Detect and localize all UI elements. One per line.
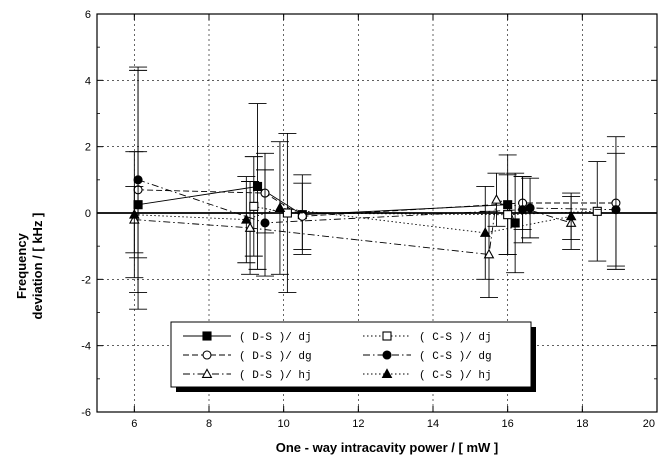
data-point-circle-filled: [525, 203, 535, 213]
series-3: [125, 172, 581, 299]
data-point-circle-open: [297, 211, 307, 221]
data-point-triangle-filled: [479, 227, 491, 237]
series-2: [129, 69, 625, 310]
legend-item: ( D-S )/ hj: [183, 368, 312, 382]
data-point-square-filled: [510, 218, 520, 228]
legend-item: ( C-S )/ dj: [363, 331, 492, 344]
data-point-circle-filled: [133, 175, 143, 185]
series-1: [129, 103, 525, 274]
x-tick-label: 8: [206, 418, 212, 430]
series-line: [138, 189, 616, 217]
data-point-triangle-open: [244, 222, 256, 232]
y-tick-label: 4: [85, 75, 91, 87]
data-point-square-open: [592, 206, 602, 216]
legend-label: ( C-S )/ dj: [419, 332, 492, 344]
y-axis-title-line-2: deviation / [ kHz ]: [30, 213, 45, 320]
legend-label: ( D-S )/ hj: [239, 370, 312, 382]
legend-label: ( D-S )/ dj: [239, 332, 312, 344]
data-point-legend: [202, 331, 212, 341]
y-tick-label: -6: [81, 407, 91, 419]
data-point-legend: [381, 368, 393, 378]
data-point-triangle-filled: [129, 208, 140, 219]
x-tick-label: 14: [427, 418, 439, 430]
data-point-legend: [382, 350, 392, 360]
data-point-triangle-filled: [274, 202, 286, 212]
x-axis-title: One - way intracavity power / [ mW ]: [276, 440, 499, 455]
data-point-circle-filled: [611, 205, 621, 215]
data-point-circle-filled: [518, 205, 528, 215]
x-tick-label: 20: [643, 418, 655, 430]
series-line: [137, 179, 616, 224]
data-point-legend: [382, 331, 392, 341]
x-tick-label: 12: [352, 418, 364, 430]
tick-marks: [97, 13, 658, 413]
legend: ( D-S )/ dj ( D-S )/ dg ( D-S )/ hj ( C-S )…: [170, 321, 536, 392]
data-point-square-open: [282, 208, 292, 218]
data-point-legend: [202, 350, 212, 360]
data-point-triangle-filled: [565, 210, 577, 221]
y-axis-title-line-1: Frequency: [14, 232, 29, 299]
x-tick-label: 6: [131, 418, 137, 430]
legend-label: ( C-S )/ dg: [419, 351, 492, 363]
y-tick-label: 0: [85, 208, 91, 220]
data-point-square-open: [249, 201, 259, 211]
y-tick-label: -4: [81, 341, 91, 353]
x-tick-label: 10: [278, 418, 290, 430]
y-tick-label: -2: [81, 274, 91, 286]
data-point-triangle-open: [483, 248, 495, 259]
data-point-legend: [201, 368, 213, 378]
legend-item: ( D-S )/ dg: [183, 350, 312, 363]
legend-item: ( D-S )/ dj: [183, 331, 312, 344]
series-layer: [125, 66, 625, 310]
x-tick-label: 16: [502, 418, 514, 430]
series-4: [244, 132, 607, 294]
data-point-circle-filled: [260, 218, 270, 228]
series-line: [253, 205, 598, 216]
legend-item: ( C-S )/ hj: [363, 368, 492, 382]
legend-label: ( C-S )/ hj: [419, 370, 492, 382]
legend-box: [170, 321, 532, 388]
series-6: [125, 141, 581, 280]
y-tick-label: 2: [85, 142, 91, 154]
tick-labels: 6 8 10 12 14 16 18 20 -6 -4 -2 0 2 4 6: [81, 9, 655, 430]
x-tick-label: 18: [576, 418, 588, 430]
series-5: [129, 66, 625, 294]
data-point-triangle-filled: [241, 213, 252, 224]
data-point-square-filled: [252, 181, 263, 192]
data-point-triangle-open: [491, 193, 502, 204]
data-point-square-open: [503, 210, 513, 220]
y-tick-label: 6: [85, 9, 91, 21]
legend-item: ( C-S )/ dg: [363, 350, 492, 363]
legend-label: ( D-S )/ dg: [239, 351, 312, 363]
